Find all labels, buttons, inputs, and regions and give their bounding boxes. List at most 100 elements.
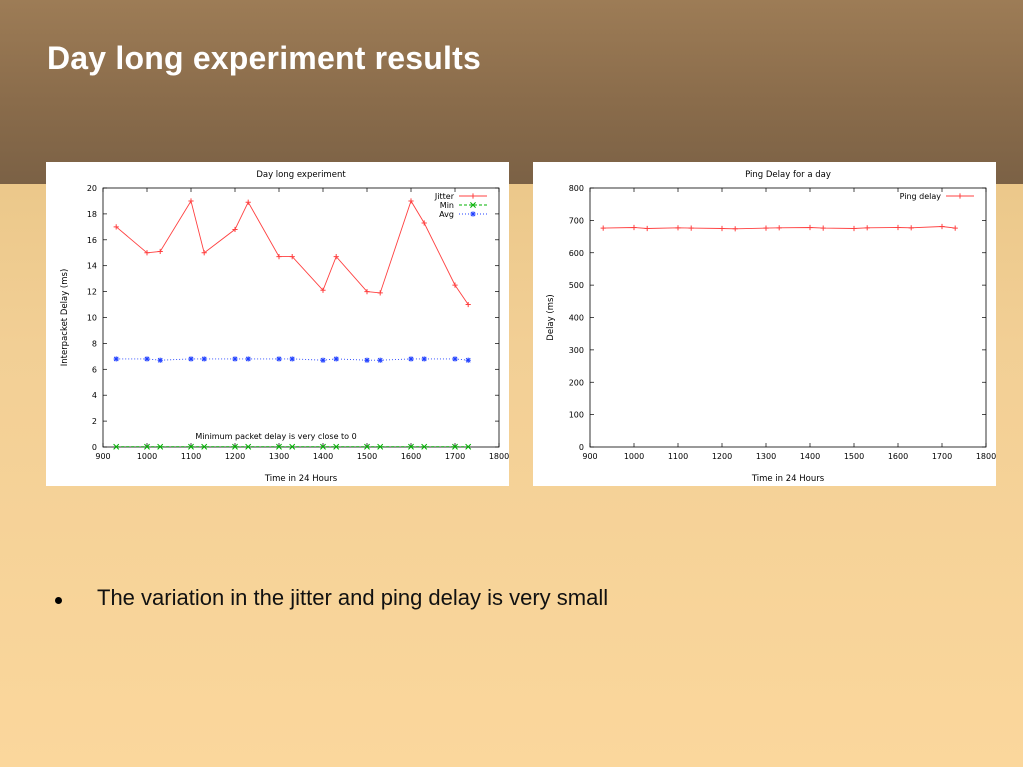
jitter-chart-title: Day long experiment [256,170,346,180]
jitter-chart-series-jitter-point [113,224,119,230]
ping-chart-legend-label: Ping delay [900,192,942,201]
ping-chart-series-ping-delay-point [851,225,857,232]
jitter-chart-series-avg-point [201,356,207,362]
jitter-chart-series-jitter-point [188,198,194,204]
jitter-chart-annotation: Minimum packet delay is very close to 0 [195,432,356,441]
jitter-chart-series-avg-point [364,357,370,363]
jitter-chart-series-jitter-point [333,254,339,260]
jitter-chart-series-avg-point [289,356,295,362]
ping-chart-series-ping-delay-point [631,224,637,231]
ping-chart-series-ping-delay-point [732,226,738,232]
ping-chart-series-ping-delay-point [719,225,725,232]
jitter-chart-xtick-label: 1300 [269,452,289,461]
jitter-chart-series-avg-point [465,357,471,363]
jitter-chart-series-jitter-point [452,282,458,288]
jitter-chart-ytick-label: 8 [92,339,97,348]
jitter-chart-ytick-label: 10 [87,314,97,323]
jitter-chart-xlabel: Time in 24 Hours [264,474,338,484]
ping-chart-xtick-label: 1600 [888,452,908,461]
ping-chart-ytick-label: 700 [569,216,584,225]
jitter-chart-series-min-point [408,443,414,450]
ping-chart-series-ping-delay-point [675,225,681,231]
ping-chart-xtick-label: 1200 [712,452,732,461]
jitter-chart-series-jitter-point [465,301,471,308]
jitter-chart-series-min-point [421,443,428,450]
jitter-chart-series-jitter-point [201,250,207,256]
jitter-chart-series-avg-point [333,356,339,362]
ping-chart-series-ping-delay-point [908,225,914,231]
jitter-chart-series-jitter-point [157,248,163,255]
ping-chart-ytick-label: 100 [569,411,584,420]
jitter-chart-series-avg-point [320,357,326,363]
ping-delay-chart: Ping Delay for a day Time in 24 Hours Dela… [533,162,996,486]
jitter-chart-series-avg-point [276,356,282,362]
jitter-chart-legend-label: Jitter [434,192,455,201]
jitter-chart-series-jitter-point [408,198,414,204]
ping-chart-ytick-label: 300 [569,346,584,355]
jitter-chart-series-min-point [245,443,252,450]
ping-chart-ytick-label: 600 [569,249,584,258]
ping-chart-ytick-label: 0 [579,443,584,452]
jitter-chart-series-avg-point [157,357,163,363]
jitter-chart-series-min-point [289,443,296,450]
ping-chart-ytick-label: 200 [569,378,584,387]
bullet-dot-icon [55,597,62,604]
jitter-chart-xtick-label: 1600 [401,452,421,461]
jitter-chart-series-min-point [232,443,238,450]
ping-chart-xtick-label: 1000 [624,452,644,461]
ping-chart-series-ping-delay-point [644,225,650,232]
jitter-chart-ytick-label: 14 [87,262,97,271]
jitter-chart-series-jitter-point [232,226,238,233]
jitter-chart-plot-frame [102,187,500,448]
ping-chart-ytick-label: 400 [569,314,584,323]
jitter-chart-series-jitter-point [245,199,251,205]
jitter-chart-series-min-point [157,443,164,450]
jitter-chart-series-avg-point [452,356,458,362]
jitter-chart-svg: Day long experiment Time in 24 Hours Inter… [60,170,509,484]
jitter-chart-ytick-label: 4 [92,391,97,400]
ping-chart-ytick-label: 800 [569,184,584,193]
jitter-chart-legend-label: Avg [439,210,454,219]
ping-chart-series-ping-delay-point [952,225,958,231]
jitter-chart-series-jitter-point [144,250,150,256]
bullet-item: The variation in the jitter and ping del… [97,585,609,610]
jitter-chart-series-avg-point [113,356,119,362]
jitter-chart-series-min-point [465,443,472,450]
jitter-chart-series-min-point [276,443,282,450]
ping-chart-xtick-label: 1400 [800,452,820,461]
jitter-chart-xtick-label: 900 [95,452,110,461]
jitter-chart-ytick-label: 12 [87,288,97,297]
jitter-chart-legend-marker [470,202,476,208]
ping-chart-xtick-label: 1100 [668,452,688,461]
jitter-chart-series-min-point [201,443,208,450]
ping-chart-ytick-label: 500 [569,281,584,290]
jitter-chart: Day long experiment Time in 24 Hours Inter… [46,162,509,486]
jitter-chart-series-jitter-point [421,220,427,226]
jitter-chart-series-jitter-point [377,290,383,296]
jitter-chart-xtick-label: 1000 [137,452,157,461]
ping-chart-legend-marker [957,193,963,199]
slide-header [0,0,1023,184]
jitter-chart-ytick-label: 2 [92,417,97,426]
jitter-chart-series-jitter-line [115,199,469,305]
jitter-chart-series-min-point [364,443,370,450]
ping-chart-xtick-label: 1800 [976,452,996,461]
jitter-chart-xtick-label: 1800 [489,452,509,461]
jitter-chart-ylabel: Interpacket Delay (ms) [60,269,70,367]
jitter-chart-xtick-label: 1400 [313,452,333,461]
ping-chart-xlabel: Time in 24 Hours [751,474,825,484]
jitter-chart-series-avg-point [377,357,383,363]
jitter-chart-series-avg-point [188,356,194,362]
jitter-chart-legend-label: Min [440,201,454,210]
ping-chart-xtick-label: 1500 [844,452,864,461]
jitter-chart-series-jitter-point [289,254,295,260]
ping-chart-series-ping-delay-point [763,225,769,231]
slide-title: Day long experiment results [47,40,481,76]
jitter-chart-series-min-point [113,443,120,450]
ping-chart-series-ping-delay-point [864,225,870,231]
jitter-chart-series-avg-point [245,356,251,362]
ping-chart-xtick-label: 1700 [932,452,952,461]
jitter-chart-ytick-label: 20 [87,184,97,193]
jitter-chart-series-min-point [377,443,384,450]
ping-delay-chart-svg: Ping Delay for a day Time in 24 Hours Dela… [546,170,996,484]
